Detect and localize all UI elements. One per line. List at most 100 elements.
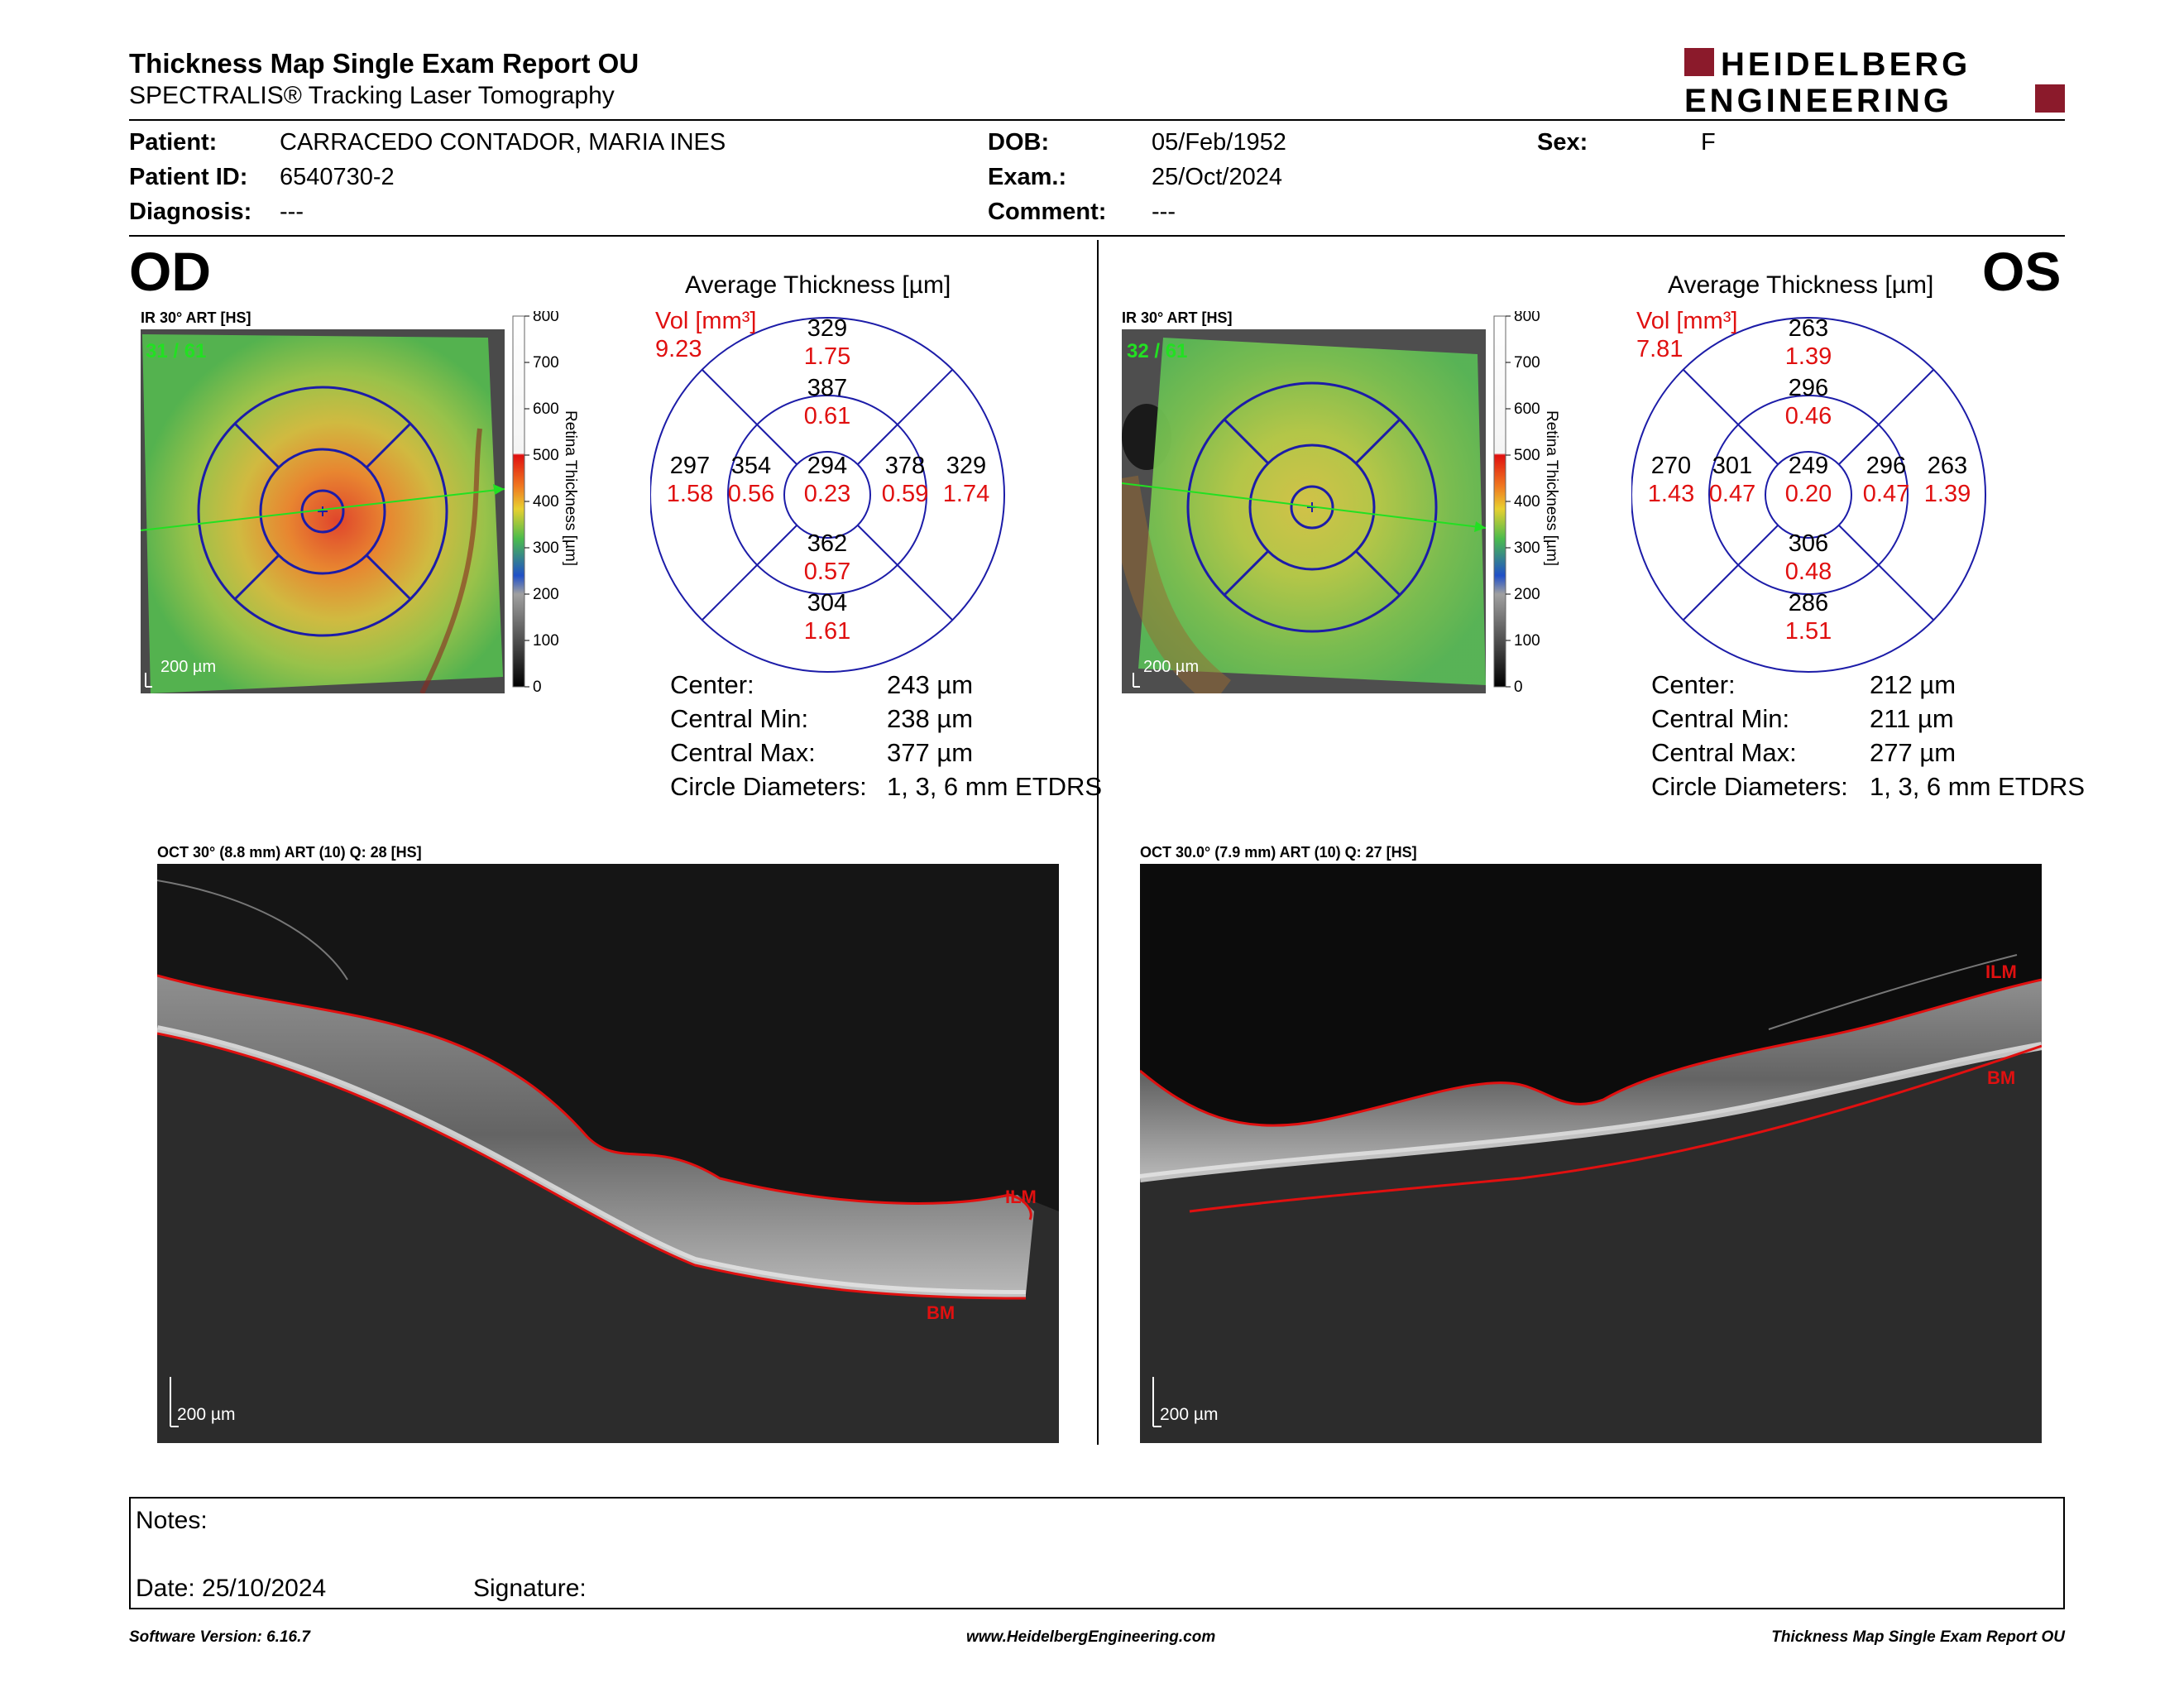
vol-label-od: Vol [mm³] [655,308,757,334]
os-outer-inf-volume: 1.51 [1785,618,1832,645]
ilm-label-os: ILM [1985,961,2017,982]
cb-tick-500: 500 [533,447,559,464]
os-outer-temp-thickness: 270 [1651,453,1691,479]
circle-diam-label-od: Circle Diameters: [670,772,867,801]
colorbar-os: 800 700 600 500 400 300 200 100 0 Retina… [1493,311,1559,692]
central-max-value-od: 377 µm [887,738,974,767]
patient-name: CARRACEDO CONTADOR, MARIA INES [280,129,726,156]
patient-id: 6540730-2 [280,164,395,190]
etdrs-grid-os: 263 1.39 296 0.46 270 1.43 301 0.47 249 … [1631,315,1986,673]
eye-divider [1097,240,1099,1445]
header-rule [129,119,2065,121]
od-inner-sup-volume: 0.61 [804,403,850,429]
center-label-os: Center: [1651,670,1736,699]
central-max-label-os: Central Max: [1651,738,1797,767]
cb-tick-500: 500 [1514,447,1540,464]
circle-diam-value-os: 1, 3, 6 mm ETDRS [1870,772,2086,801]
comment-label: Comment: [988,199,1107,225]
oct-caption-os: OCT 30.0° (7.9 mm) ART (10) Q: 27 [HS] [1140,844,1417,861]
od-outer-sup-volume: 1.75 [804,343,850,370]
cb-tick-200: 200 [533,586,559,603]
bm-label-os: BM [1987,1067,2015,1088]
avg-thickness-title-os: Average Thickness [µm] [1668,271,1934,299]
logo-line1: HEIDELBERG [1721,46,1971,83]
ir-caption-od: IR 30° ART [HS] [141,309,251,326]
date-label: Date: 25/10/2024 [136,1575,327,1602]
avg-thickness-title-od: Average Thickness [µm] [685,271,951,299]
od-center-volume: 0.23 [804,481,850,507]
colorbar-od: 800 700 600 500 400 300 200 100 0 Retina… [512,311,577,692]
eye-label-od: OD [129,241,211,302]
logo-line2: ENGINEERING [1684,83,1952,116]
cb-tick-800: 800 [533,311,559,325]
oct-scale-os: 200 µm [1160,1405,1218,1424]
signature-label: Signature: [473,1575,587,1602]
cb-tick-300: 300 [1514,539,1540,557]
center-value-os: 212 µm [1870,670,1956,699]
vol-label-os: Vol [mm³] [1636,308,1738,334]
od-outer-temp-thickness: 297 [670,453,710,479]
circle-diam-label-os: Circle Diameters: [1651,772,1848,801]
od-inner-inf-volume: 0.57 [804,559,850,585]
cb-tick-100: 100 [1514,632,1540,650]
od-inner-nas-thickness: 378 [885,453,925,479]
cb-tick-100: 100 [533,632,559,650]
patient-label: Patient: [129,129,218,156]
os-inner-nas-volume: 0.47 [1863,481,1909,507]
eye-label-os: OS [1982,241,2062,302]
thickness-map-od: 31 / 61 200 µm [141,329,505,693]
oct-scale-od: 200 µm [177,1405,235,1424]
os-inner-inf-volume: 0.48 [1785,559,1832,585]
sex-value: F [1701,129,1716,156]
frames-od: 31 / 61 [146,340,206,362]
report-title: Thickness Map Single Exam Report OU [129,48,639,79]
os-outer-sup-thickness: 263 [1789,315,1828,342]
ilm-label-od: ILM [1005,1187,1037,1207]
od-inner-temp-volume: 0.56 [728,481,774,507]
cb-tick-300: 300 [533,539,559,557]
center-value-od: 243 µm [887,670,974,699]
ir-caption-os: IR 30° ART [HS] [1122,309,1233,326]
os-inner-sup-thickness: 296 [1789,375,1828,401]
scale-os: 200 µm [1143,658,1199,676]
os-outer-nas-thickness: 263 [1928,453,1967,479]
os-outer-inf-thickness: 286 [1789,590,1828,616]
cb-tick-600: 600 [533,400,559,418]
thickness-map-os: 32 / 61 200 µm [1122,329,1486,693]
circle-diam-value-od: 1, 3, 6 mm ETDRS [887,772,1103,801]
vol-value-od: 9.23 [655,336,702,362]
od-outer-inf-thickness: 304 [807,590,847,616]
website-link[interactable]: www.HeidelbergEngineering.com [966,1628,1216,1646]
os-inner-nas-thickness: 296 [1866,453,1906,479]
os-center-thickness: 249 [1789,453,1828,479]
cb-tick-700: 700 [1514,354,1540,372]
oct-bscan-os: ILM BM 200 µm [1140,864,2042,1443]
cb-tick-200: 200 [1514,586,1540,603]
software-version: Software Version: 6.16.7 [129,1628,310,1646]
etdrs-grid-od: 329 1.75 387 0.61 297 1.58 354 0.56 294 … [650,315,1005,673]
od-inner-sup-thickness: 387 [807,375,847,401]
od-outer-nas-thickness: 329 [946,453,986,479]
cb-tick-800: 800 [1514,311,1540,325]
os-center-volume: 0.20 [1785,481,1832,507]
comment-value: --- [1152,199,1176,225]
footer-report-name: Thickness Map Single Exam Report OU [1771,1628,2065,1646]
diagnosis-value: --- [280,199,304,225]
cb-title-od: Retina Thickness [µm] [562,410,577,566]
od-outer-nas-volume: 1.74 [943,481,989,507]
od-inner-temp-thickness: 354 [731,453,771,479]
oct-caption-od: OCT 30° (8.8 mm) ART (10) Q: 28 [HS] [157,844,422,861]
od-outer-inf-volume: 1.61 [804,618,850,645]
cb-tick-600: 600 [1514,400,1540,418]
os-inner-sup-volume: 0.46 [1785,403,1832,429]
central-min-value-od: 238 µm [887,704,974,733]
diagnosis-label: Diagnosis: [129,199,252,225]
notes-box[interactable]: Notes: Date: 25/10/2024 Signature: [129,1497,2065,1609]
heidelberg-logo: HEIDELBERG ENGINEERING [1684,46,2065,116]
exam-label: Exam.: [988,164,1067,190]
patient-rule [129,235,2065,237]
scale-od: 200 µm [160,658,216,676]
os-outer-sup-volume: 1.39 [1785,343,1832,370]
central-min-label-od: Central Min: [670,704,809,733]
center-label-od: Center: [670,670,754,699]
